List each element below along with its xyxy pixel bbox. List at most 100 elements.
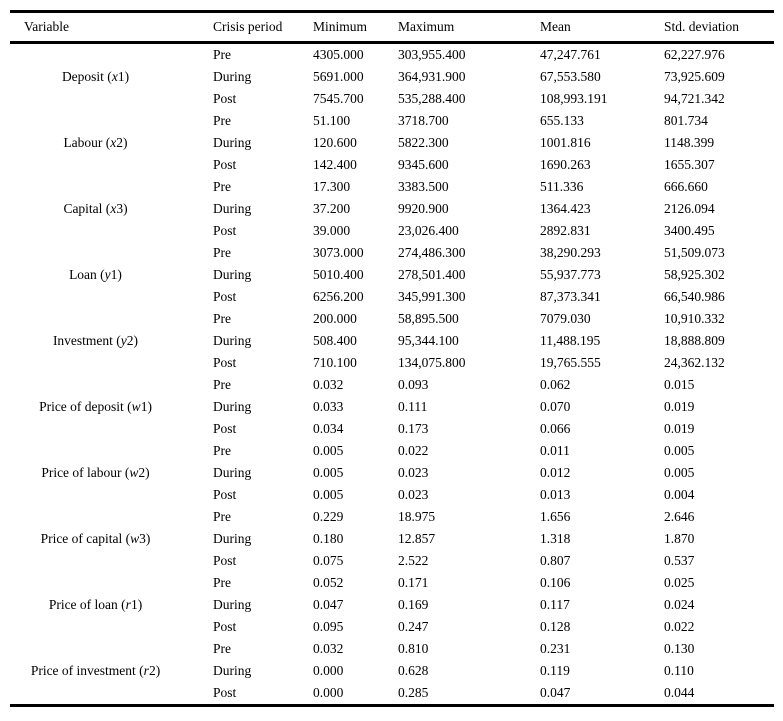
mean-cell: 511.336 xyxy=(540,179,584,194)
minimum-cell: 7545.700 xyxy=(313,91,364,106)
maximum-cell: 303,955.400 xyxy=(398,47,466,62)
table-header: Variable Crisis period Minimum Maximum M… xyxy=(10,11,774,44)
maximum-cell: 0.111 xyxy=(398,399,428,414)
maximum-cell: 58,895.500 xyxy=(398,311,459,326)
period-cell: Pre xyxy=(213,641,231,656)
table-row: Post 0.005 0.023 0.013 0.004 xyxy=(10,484,774,506)
maximum-cell: 134,075.800 xyxy=(398,355,466,370)
period-cell: During xyxy=(213,531,252,546)
variable-cell: Price of capital (w3) xyxy=(10,506,209,572)
table-row: Price of capital (w3) Pre 0.229 18.975 1.656… xyxy=(10,506,774,546)
minimum-cell: 0.075 xyxy=(313,553,344,568)
minimum-cell: 142.400 xyxy=(313,157,357,172)
variable-symbol: w xyxy=(130,531,140,546)
minimum-cell: 0.005 xyxy=(313,443,344,458)
minimum-cell: 508.400 xyxy=(313,333,357,348)
period-cell: Post xyxy=(213,157,237,172)
mean-cell: 0.062 xyxy=(540,377,571,392)
period-cell: Post xyxy=(213,685,237,700)
variable-label-prefix: Price of deposit ( xyxy=(39,399,132,414)
period-cell: During xyxy=(213,465,252,480)
column-header-std-deviation: Std. deviation xyxy=(660,11,774,44)
column-header-minimum: Minimum xyxy=(309,11,394,44)
variable-cell: Deposit (x1) xyxy=(10,43,209,111)
minimum-cell: 0.034 xyxy=(313,421,344,436)
mean-cell: 0.807 xyxy=(540,553,571,568)
minimum-cell: 3073.000 xyxy=(313,245,364,260)
period-cell: Pre xyxy=(213,443,231,458)
table-row: During 5010.400 278,501.400 55,937.773 58,92… xyxy=(10,264,774,286)
minimum-cell: 710.100 xyxy=(313,355,357,370)
variable-symbol: x xyxy=(110,201,117,216)
minimum-cell: 4305.000 xyxy=(313,47,364,62)
minimum-cell: 0.032 xyxy=(313,641,344,656)
variable-cell: Price of investment (r2) xyxy=(10,638,209,706)
variable-label-suffix: 2) xyxy=(148,663,161,678)
variable-cell: Price of deposit (w1) xyxy=(10,374,209,440)
variable-label-prefix: Investment ( xyxy=(52,333,121,348)
std-deviation-cell: 666.660 xyxy=(664,179,708,194)
std-deviation-cell: 0.005 xyxy=(664,465,695,480)
period-cell: During xyxy=(213,135,252,150)
std-deviation-cell: 51,509.073 xyxy=(664,245,725,260)
table-row: During 37.200 9920.900 1364.423 2126.094 xyxy=(10,198,774,220)
std-deviation-cell: 0.130 xyxy=(664,641,695,656)
std-deviation-cell: 0.005 xyxy=(664,443,695,458)
table-row: During 0.005 0.023 0.012 0.005 xyxy=(10,462,774,484)
minimum-cell: 0.180 xyxy=(313,531,344,546)
mean-cell: 38,290.293 xyxy=(540,245,601,260)
mean-cell: 55,937.773 xyxy=(540,267,601,282)
table-row: Labour (x2) Pre 51.100 3718.700 655.133 801.7… xyxy=(10,110,774,150)
maximum-cell: 535,288.400 xyxy=(398,91,466,106)
table-row: Price of labour (w2) Pre 0.005 0.022 0.011 0.… xyxy=(10,440,774,480)
table-row: Price of investment (r2) Pre 0.032 0.810 0.2… xyxy=(10,638,774,678)
maximum-cell: 5822.300 xyxy=(398,135,449,150)
table-row: Post 0.000 0.285 0.047 0.044 xyxy=(10,682,774,706)
variable-cell: Investment (y2) xyxy=(10,308,209,374)
mean-cell: 0.070 xyxy=(540,399,571,414)
variable-cell: Loan (y1) xyxy=(10,242,209,308)
table-row: Post 6256.200 345,991.300 87,373.341 66,540.… xyxy=(10,286,774,308)
maximum-cell: 18.975 xyxy=(398,509,436,524)
maximum-cell: 274,486.300 xyxy=(398,245,466,260)
mean-cell: 87,373.341 xyxy=(540,289,601,304)
variable-label-suffix: 3) xyxy=(139,531,151,546)
variable-cell: Labour (x2) xyxy=(10,110,209,176)
std-deviation-cell: 1.870 xyxy=(664,531,695,546)
period-cell: Pre xyxy=(213,575,231,590)
maximum-cell: 0.173 xyxy=(398,421,429,436)
std-deviation-cell: 0.110 xyxy=(664,663,694,678)
mean-cell: 19,765.555 xyxy=(540,355,601,370)
variable-label-suffix: 1) xyxy=(117,69,130,84)
variable-label-prefix: Price of investment ( xyxy=(30,663,144,678)
minimum-cell: 0.005 xyxy=(313,487,344,502)
mean-cell: 655.133 xyxy=(540,113,584,128)
minimum-cell: 0.095 xyxy=(313,619,344,634)
std-deviation-cell: 2126.094 xyxy=(664,201,715,216)
table-row: Post 0.034 0.173 0.066 0.019 xyxy=(10,418,774,440)
mean-cell: 0.011 xyxy=(540,443,570,458)
maximum-cell: 0.023 xyxy=(398,465,429,480)
period-cell: Post xyxy=(213,487,237,502)
std-deviation-cell: 73,925.609 xyxy=(664,69,725,84)
variable-label-prefix: Deposit ( xyxy=(61,69,112,84)
mean-cell: 1690.263 xyxy=(540,157,591,172)
std-deviation-cell: 0.022 xyxy=(664,619,695,634)
std-deviation-cell: 24,362.132 xyxy=(664,355,725,370)
minimum-cell: 0.005 xyxy=(313,465,344,480)
descriptive-statistics-table: Variable Crisis period Minimum Maximum M… xyxy=(10,10,774,707)
period-cell: Post xyxy=(213,223,237,238)
column-header-mean: Mean xyxy=(536,11,660,44)
mean-cell: 1001.816 xyxy=(540,135,591,150)
maximum-cell: 0.093 xyxy=(398,377,429,392)
variable-label-prefix: Price of capital ( xyxy=(40,531,131,546)
std-deviation-cell: 0.019 xyxy=(664,399,695,414)
maximum-cell: 9345.600 xyxy=(398,157,449,172)
mean-cell: 0.013 xyxy=(540,487,571,502)
variable-label-prefix: Price of labour ( xyxy=(41,465,130,480)
period-cell: Pre xyxy=(213,377,231,392)
std-deviation-cell: 0.537 xyxy=(664,553,695,568)
std-deviation-cell: 18,888.809 xyxy=(664,333,725,348)
variable-label-suffix: 2) xyxy=(138,465,150,480)
